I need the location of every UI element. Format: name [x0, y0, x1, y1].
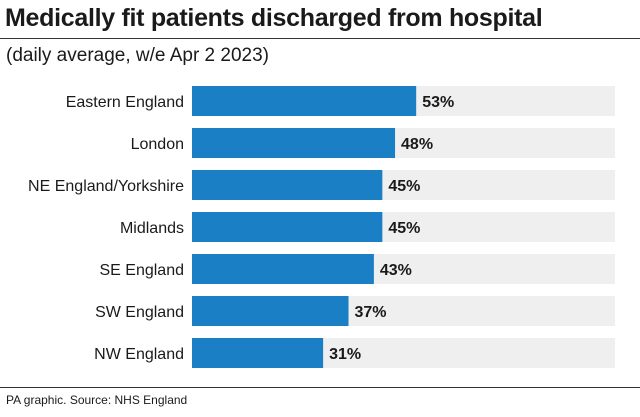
value-label: 53%: [422, 94, 454, 111]
category-label: NW England: [94, 346, 184, 363]
value-label: 43%: [380, 262, 412, 279]
value-label: 31%: [329, 346, 361, 363]
bar: [192, 128, 396, 158]
chart-subtitle: (daily average, w/e Apr 2 2023): [6, 45, 269, 66]
title-divider: [0, 38, 640, 39]
category-label: Eastern England: [66, 94, 184, 111]
bar: [192, 338, 324, 368]
category-label: London: [131, 136, 184, 153]
category-label: NE England/Yorkshire: [28, 178, 184, 195]
value-label: 45%: [388, 178, 420, 195]
value-label: 45%: [388, 220, 420, 237]
bar-chart: Eastern England 53% London 48% NE England/Yo…: [28, 86, 615, 368]
chart-title: Medically fit patients discharged from h…: [5, 4, 543, 32]
bar: [192, 86, 417, 116]
bar: [192, 170, 383, 200]
value-label: 37%: [355, 304, 387, 321]
source-note: PA graphic. Source: NHS England: [6, 393, 188, 407]
bar: [192, 296, 349, 326]
bar: [192, 212, 383, 242]
value-label: 48%: [401, 136, 433, 153]
footer-divider: [0, 387, 640, 388]
bar: [192, 254, 374, 284]
category-label: Midlands: [120, 220, 184, 237]
category-label: SE England: [99, 262, 184, 279]
category-label: SW England: [95, 304, 184, 321]
